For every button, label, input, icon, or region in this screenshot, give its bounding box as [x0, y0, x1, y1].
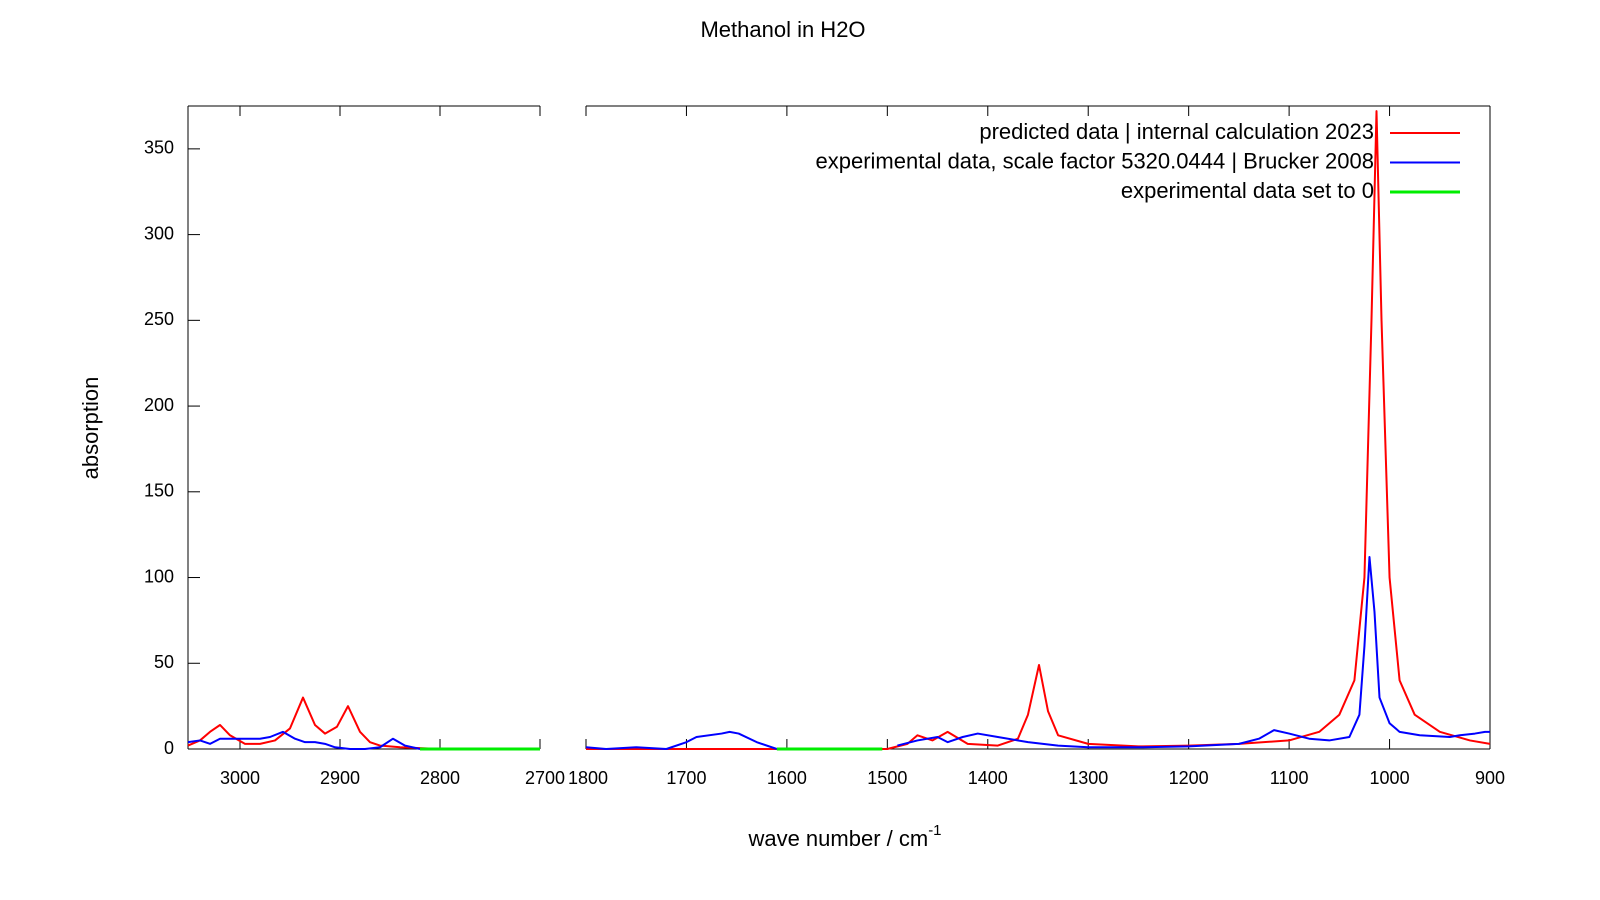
legend-label: experimental data, scale factor 5320.044… — [816, 148, 1375, 173]
chart-title: Methanol in H2O — [700, 17, 865, 42]
line-series — [586, 110, 1491, 750]
x-tick-label: 2700 — [525, 768, 565, 788]
x-axis-label-text: wave number / cm — [747, 826, 928, 851]
x-tick-label: 2800 — [420, 768, 460, 788]
x-tick-label: 1400 — [968, 768, 1008, 788]
x-tick-label: 2900 — [320, 768, 360, 788]
line-series — [187, 730, 421, 750]
legend-label: experimental data set to 0 — [1121, 178, 1374, 203]
y-tick-label: 100 — [144, 566, 174, 586]
y-tick-label: 150 — [144, 481, 174, 501]
line-series — [187, 696, 540, 750]
x-axis-label-superscript: -1 — [928, 822, 941, 839]
x-tick-label: 3000 — [220, 768, 260, 788]
y-tick-label: 50 — [154, 652, 174, 672]
y-axis-label: absorption — [78, 377, 103, 480]
x-tick-label: 1000 — [1370, 768, 1410, 788]
legend-label: predicted data | internal calculation 20… — [979, 119, 1374, 144]
y-tick-label: 200 — [144, 395, 174, 415]
x-tick-label: 1800 — [568, 768, 608, 788]
y-tick-label: 300 — [144, 223, 174, 243]
y-tick-label: 0 — [164, 738, 174, 758]
x-tick-label: 1300 — [1068, 768, 1108, 788]
x-tick-label: 1100 — [1270, 768, 1309, 788]
line-series — [585, 555, 1490, 750]
x-tick-label: 1200 — [1169, 768, 1209, 788]
x-axis-label: wave number / cm-1 — [747, 822, 941, 851]
y-tick-label: 350 — [144, 138, 174, 158]
x-tick-label: 900 — [1475, 768, 1505, 788]
x-tick-label: 1600 — [767, 768, 807, 788]
y-tick-label: 250 — [144, 309, 174, 329]
x-tick-label: 1500 — [867, 768, 907, 788]
x-tick-label: 1700 — [666, 768, 706, 788]
